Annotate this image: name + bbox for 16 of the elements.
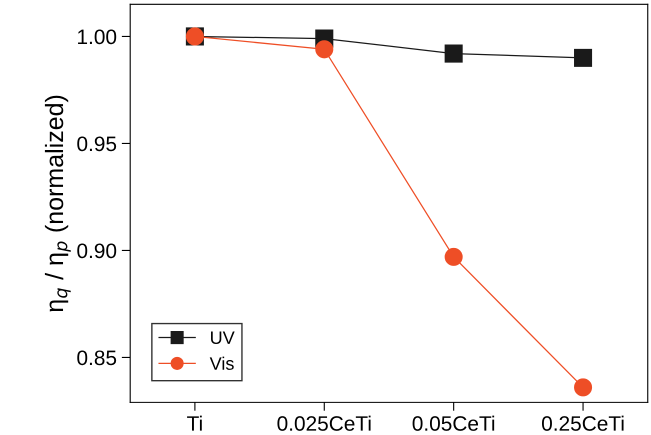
point	[574, 48, 592, 67]
y-tick-label: 1.00	[78, 29, 116, 44]
y-tick-label: 0.90	[77, 243, 116, 258]
point	[315, 40, 334, 58]
x-tick-label: 0.25CeTi	[542, 416, 624, 431]
x-tick-label: Ti	[187, 416, 202, 431]
point	[574, 378, 592, 396]
point	[444, 44, 463, 63]
x-tick-label: 0.025CeTi	[277, 416, 371, 431]
y-tick-label: 0.95	[77, 136, 116, 152]
x-tick-label: 0.05CeTi	[412, 416, 494, 431]
legend-label: Vis	[210, 356, 234, 370]
y-tick-label: 0.85	[77, 350, 116, 366]
point	[444, 248, 463, 266]
legend-label: UV	[211, 331, 235, 344]
y-axis-title: η$_{q}$ / η$_{p}$ (normalized)	[44, 96, 71, 312]
